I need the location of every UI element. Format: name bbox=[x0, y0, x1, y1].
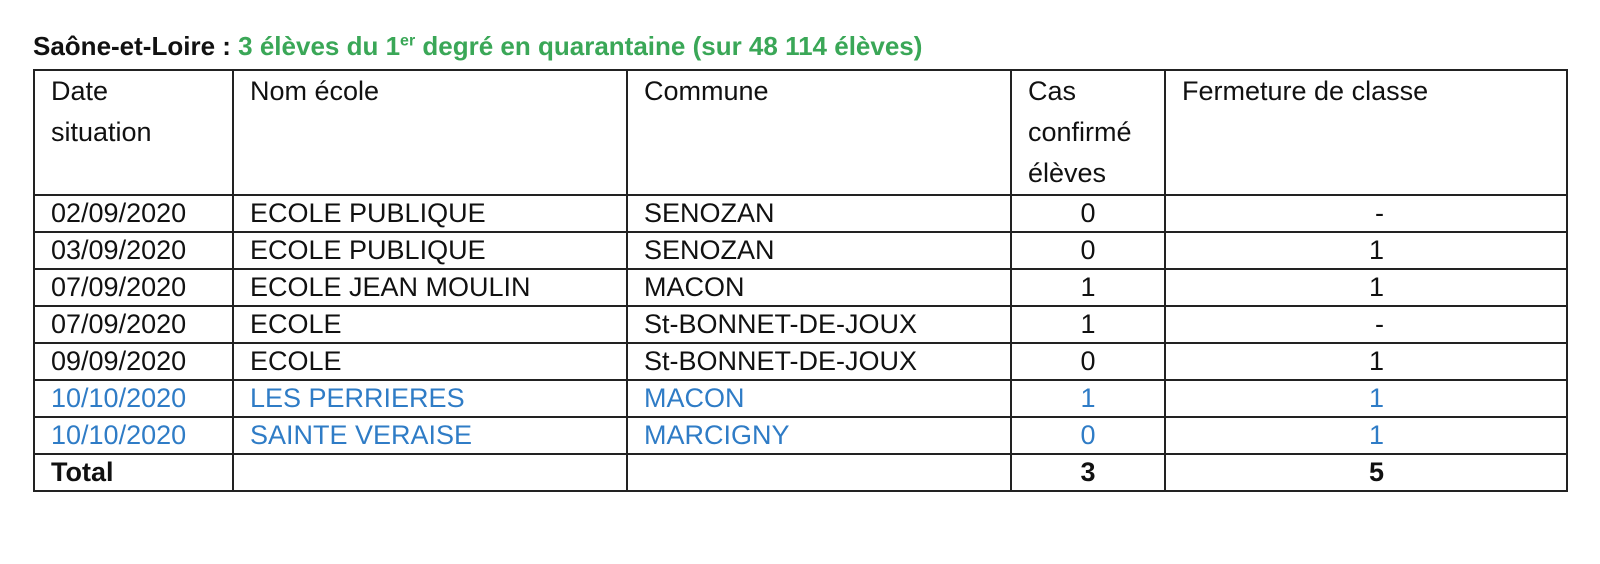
header-commune-label: Commune bbox=[644, 76, 769, 106]
cell-date: 02/09/2020 bbox=[33, 194, 234, 233]
cell-ecole: ECOLE PUBLIQUE bbox=[232, 231, 628, 270]
cell-fermeture: 1 bbox=[1164, 379, 1568, 418]
header-commune: Commune bbox=[626, 69, 1012, 196]
header-row: Date situation Nom école Commune Cas con… bbox=[33, 69, 1568, 196]
header-cas-line-2: confirmé bbox=[1028, 117, 1132, 147]
header-fermeture: Fermeture de classe bbox=[1164, 69, 1568, 196]
cell-ecole: SAINTE VERAISE bbox=[232, 416, 628, 455]
table-row: 03/09/2020 ECOLE PUBLIQUE SENOZAN 0 1 bbox=[33, 231, 1568, 270]
cell-date: 10/10/2020 bbox=[33, 379, 234, 418]
summary-text-pre: 3 élèves du 1 bbox=[238, 31, 401, 61]
total-row: Total 3 5 bbox=[33, 453, 1568, 492]
table-row-recent: 10/10/2020 SAINTE VERAISE MARCIGNY 0 1 bbox=[33, 416, 1568, 455]
header-cas-line-3: élèves bbox=[1028, 158, 1107, 188]
cell-date: 07/09/2020 bbox=[33, 305, 234, 344]
cell-ecole: ECOLE JEAN MOULIN bbox=[232, 268, 628, 307]
cell-cas: 1 bbox=[1010, 379, 1166, 418]
header-cas-line-1: Cas bbox=[1028, 76, 1077, 106]
cell-cas: 0 bbox=[1010, 342, 1166, 381]
cell-commune: St-BONNET-DE-JOUX bbox=[626, 305, 1012, 344]
total-label: Total bbox=[33, 453, 234, 492]
cell-ecole: ECOLE bbox=[232, 342, 628, 381]
cell-fermeture: - bbox=[1164, 194, 1568, 233]
cell-fermeture: 1 bbox=[1164, 231, 1568, 270]
cell-commune: St-BONNET-DE-JOUX bbox=[626, 342, 1012, 381]
empty-cell bbox=[626, 453, 1012, 492]
table-row: 09/09/2020 ECOLE St-BONNET-DE-JOUX 0 1 bbox=[33, 342, 1568, 381]
page-title: Saône-et-Loire : 3 élèves du 1er degré e… bbox=[33, 28, 922, 64]
schools-table: Date situation Nom école Commune Cas con… bbox=[33, 69, 1568, 492]
cell-ecole: ECOLE bbox=[232, 305, 628, 344]
empty-cell bbox=[232, 453, 628, 492]
table-row: 07/09/2020 ECOLE JEAN MOULIN MACON 1 1 bbox=[33, 268, 1568, 307]
cell-commune: MACON bbox=[626, 268, 1012, 307]
cell-date: 03/09/2020 bbox=[33, 231, 234, 270]
cell-commune: MARCIGNY bbox=[626, 416, 1012, 455]
table-row-recent: 10/10/2020 LES PERRIERES MACON 1 1 bbox=[33, 379, 1568, 418]
cell-cas: 0 bbox=[1010, 416, 1166, 455]
header-ecole: Nom école bbox=[232, 69, 628, 196]
cell-cas: 1 bbox=[1010, 268, 1166, 307]
cell-fermeture: - bbox=[1164, 305, 1568, 344]
header-date: Date situation bbox=[33, 69, 234, 196]
cell-ecole: LES PERRIERES bbox=[232, 379, 628, 418]
cell-date: 09/09/2020 bbox=[33, 342, 234, 381]
header-date-line-1: Date bbox=[51, 76, 109, 106]
summary-superscript: er bbox=[400, 32, 416, 50]
header-cas: Cas confirmé élèves bbox=[1010, 69, 1166, 196]
summary-text-post: degré en quarantaine (sur 48 114 élèves) bbox=[415, 31, 923, 61]
region-label: Saône-et-Loire : bbox=[33, 31, 231, 61]
cell-cas: 0 bbox=[1010, 194, 1166, 233]
quarantine-summary: 3 élèves du 1er degré en quarantaine (su… bbox=[238, 31, 922, 61]
header-date-line-2: situation bbox=[51, 117, 152, 147]
cell-commune: SENOZAN bbox=[626, 231, 1012, 270]
cell-fermeture: 1 bbox=[1164, 268, 1568, 307]
header-ecole-label: Nom école bbox=[250, 76, 380, 106]
cell-date: 10/10/2020 bbox=[33, 416, 234, 455]
table-row: 07/09/2020 ECOLE St-BONNET-DE-JOUX 1 - bbox=[33, 305, 1568, 344]
cell-ecole: ECOLE PUBLIQUE bbox=[232, 194, 628, 233]
table-row: 02/09/2020 ECOLE PUBLIQUE SENOZAN 0 - bbox=[33, 194, 1568, 233]
total-fermeture: 5 bbox=[1164, 453, 1568, 492]
cell-fermeture: 1 bbox=[1164, 416, 1568, 455]
header-fermeture-label: Fermeture de classe bbox=[1182, 76, 1429, 106]
cell-commune: SENOZAN bbox=[626, 194, 1012, 233]
cell-fermeture: 1 bbox=[1164, 342, 1568, 381]
cell-date: 07/09/2020 bbox=[33, 268, 234, 307]
cell-cas: 0 bbox=[1010, 231, 1166, 270]
cell-commune: MACON bbox=[626, 379, 1012, 418]
cell-cas: 1 bbox=[1010, 305, 1166, 344]
total-cas: 3 bbox=[1010, 453, 1166, 492]
